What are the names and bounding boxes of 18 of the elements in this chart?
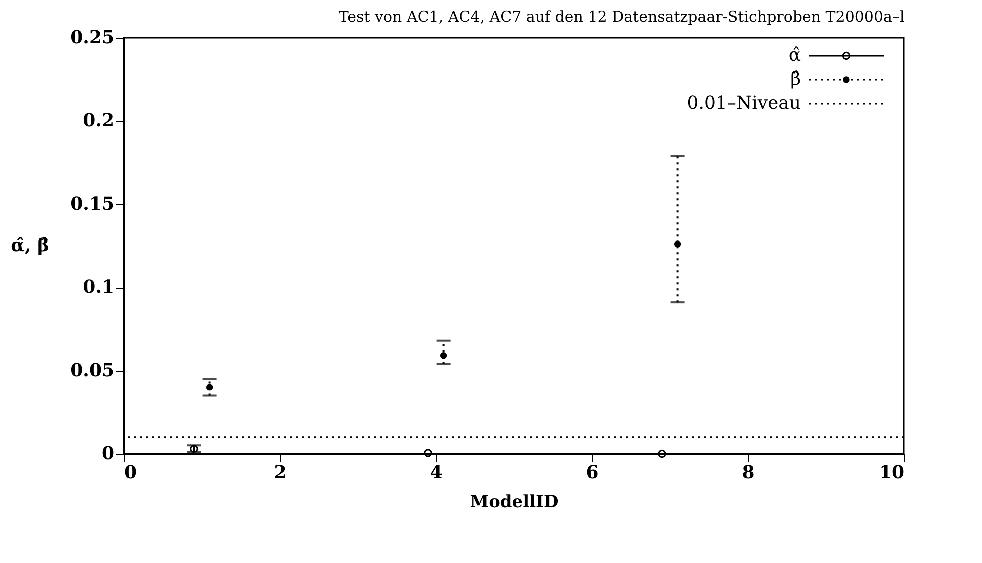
- chart-title: Test von AC1, AC4, AC7 auf den 12 Datensatzpaar-Stichproben T20000a–l: [338, 8, 905, 26]
- legend-label: α̂: [788, 45, 801, 66]
- x-tick-label: 8: [742, 462, 755, 484]
- y-tick-label: 0.1: [83, 277, 114, 298]
- legend-label: β̂: [790, 69, 801, 90]
- x-tick-label: 0: [124, 462, 138, 484]
- y-tick-label: 0.25: [70, 28, 114, 48]
- x-tick-label: 10: [879, 462, 904, 484]
- y-axis-title: α̂, β̂: [11, 236, 50, 256]
- x-tick-label: 6: [586, 462, 599, 484]
- x-axis-title: ModellID: [470, 492, 559, 512]
- y-tick-label: 0.05: [70, 360, 114, 382]
- y-tick-label: 0.2: [83, 110, 114, 132]
- y-tick-label: 0: [102, 444, 114, 464]
- y-tick-label: 0.15: [70, 194, 114, 215]
- legend-label: 0.01–Niveau: [687, 93, 801, 114]
- x-tick-label: 2: [274, 462, 287, 484]
- x-tick-label: 4: [430, 462, 443, 484]
